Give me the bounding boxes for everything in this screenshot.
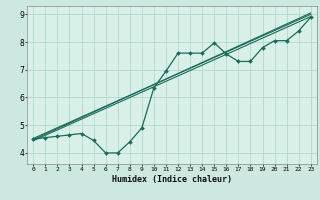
- X-axis label: Humidex (Indice chaleur): Humidex (Indice chaleur): [112, 175, 232, 184]
